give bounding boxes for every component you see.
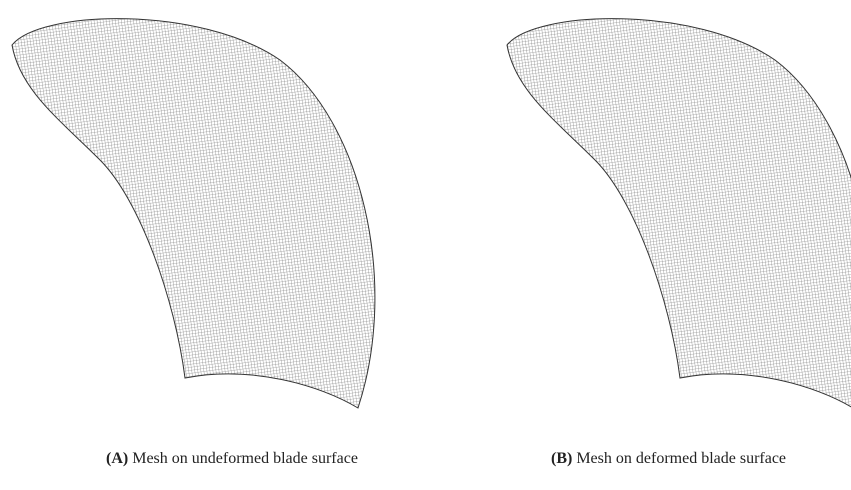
mesh-undeformed — [12, 19, 375, 408]
caption-label: (B) — [551, 450, 572, 467]
caption-text: Mesh on undeformed blade surface — [132, 450, 358, 467]
mesh-deformed — [507, 19, 851, 408]
caption-a: (A) Mesh on undeformed blade surface — [106, 450, 358, 468]
caption-label: (A) — [106, 450, 128, 467]
figure: (A) Mesh on undeformed blade surface (B)… — [0, 0, 851, 490]
caption-text: Mesh on deformed blade surface — [576, 450, 786, 467]
caption-b: (B) Mesh on deformed blade surface — [551, 450, 786, 468]
mesh-images — [0, 0, 851, 440]
